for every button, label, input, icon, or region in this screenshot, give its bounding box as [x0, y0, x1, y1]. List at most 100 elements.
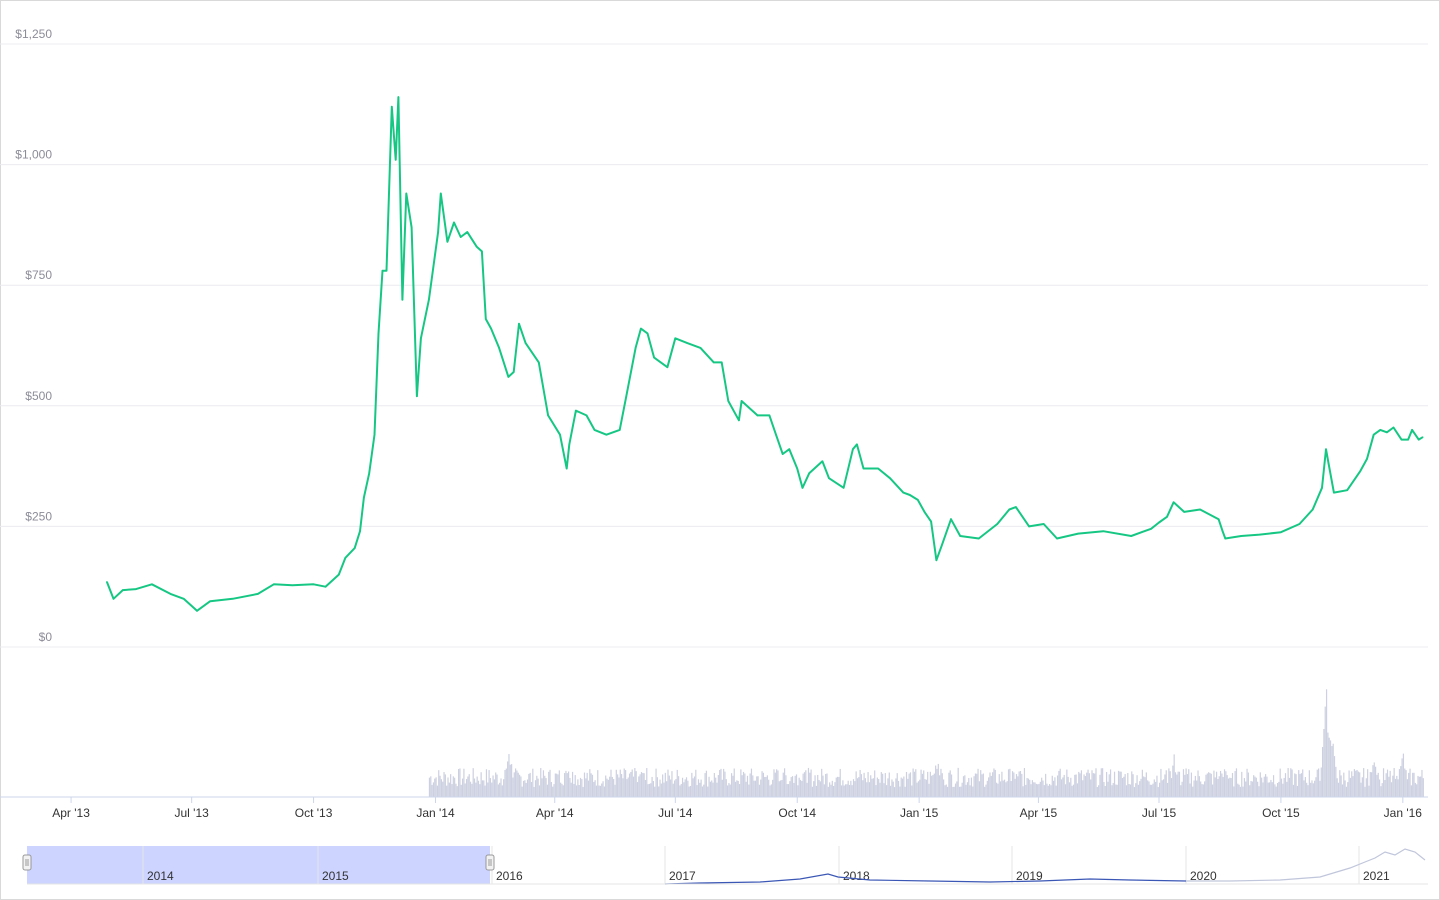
price-point — [659, 361, 662, 364]
price-point — [324, 585, 327, 588]
price-point — [959, 535, 962, 537]
volume-bar — [1373, 762, 1375, 797]
volume-bar — [879, 782, 881, 797]
price-point — [337, 573, 340, 576]
volume-bar — [997, 783, 999, 797]
volume-bar — [567, 771, 570, 797]
price-point — [917, 499, 919, 501]
volume-bar — [1311, 780, 1313, 797]
volume-bar — [799, 779, 802, 797]
volume-bar — [603, 786, 605, 797]
volume-bar — [723, 768, 725, 797]
volume-bar — [1408, 772, 1410, 797]
navigator-year-label: 2020 — [1190, 869, 1217, 883]
navigator-handle[interactable] — [485, 854, 495, 871]
volume-bar — [833, 786, 835, 797]
volume-bar — [679, 785, 681, 797]
volume-bar — [1234, 771, 1236, 797]
volume-bar — [493, 779, 495, 797]
volume-bar — [854, 781, 856, 797]
volume-bar — [899, 786, 901, 797]
price-point — [1386, 431, 1388, 434]
price-point — [196, 610, 198, 612]
volume-bar — [1176, 774, 1178, 797]
volume-bar — [1192, 786, 1194, 797]
volume-bar — [1003, 779, 1006, 797]
volume-bar — [1186, 774, 1189, 797]
volume-bar — [1094, 773, 1096, 797]
volume-bar — [514, 768, 517, 797]
price-series[interactable] — [105, 96, 1424, 612]
price-line[interactable] — [105, 96, 1424, 612]
volume-bar — [752, 775, 754, 797]
volume-bar — [1021, 773, 1023, 797]
volume-bar — [532, 768, 534, 797]
volume-bar — [621, 774, 623, 797]
volume-bar — [1030, 784, 1032, 797]
volume-bar — [481, 780, 484, 797]
volume-bar — [703, 784, 705, 797]
volume-bar — [1278, 781, 1280, 797]
volume-bar — [966, 782, 969, 797]
volume-bar — [1238, 784, 1240, 797]
price-point — [575, 409, 577, 412]
volume-bar — [500, 778, 502, 797]
volume-bar — [749, 773, 751, 797]
volume-bar — [1270, 779, 1272, 797]
price-point — [940, 544, 943, 547]
volume-bar — [866, 782, 868, 797]
volume-bar — [477, 780, 480, 797]
volume-bar — [929, 771, 931, 797]
price-point — [1333, 491, 1335, 494]
volume-bar — [1329, 740, 1332, 797]
volume-bar — [1083, 774, 1085, 797]
volume-bar — [1005, 782, 1007, 797]
volume-bar — [660, 783, 662, 797]
volume-bar — [1156, 775, 1158, 797]
volume-bar — [1378, 779, 1381, 797]
volume-bar — [537, 778, 539, 797]
volume-bar — [463, 768, 465, 797]
volume-bar — [1033, 782, 1035, 797]
volume-bar — [1361, 777, 1363, 797]
volume-bar — [1182, 769, 1185, 797]
volume-bar — [598, 785, 600, 797]
volume-bar — [1396, 775, 1398, 797]
volume-bar — [805, 770, 807, 797]
price-point — [1028, 525, 1030, 528]
volume-bar — [765, 776, 767, 797]
volume-bar — [1271, 782, 1273, 797]
volume-bar — [772, 779, 774, 797]
volume-bar — [954, 783, 957, 797]
volume-bar — [817, 774, 819, 797]
volume-bar — [639, 774, 641, 797]
navigator-selection[interactable] — [27, 846, 490, 884]
volume-bar — [554, 773, 556, 797]
volume-bar — [1103, 782, 1105, 797]
volume-bar — [646, 768, 648, 797]
volume-bar — [802, 773, 804, 797]
volume-bar — [1253, 775, 1255, 797]
volume-bar — [838, 776, 840, 797]
navigator[interactable]: 2014 2015 2016 2017 2018 2019 2020 2021 — [22, 846, 1428, 885]
volume-bar — [1019, 771, 1022, 797]
volume-bar — [464, 783, 466, 797]
price-point — [151, 583, 153, 586]
price-point — [1008, 508, 1011, 511]
navigator-handle[interactable] — [22, 854, 32, 871]
volume-bar — [969, 785, 971, 797]
volume-bar — [599, 785, 602, 797]
volume-bar — [550, 782, 552, 797]
volume-bar — [618, 777, 620, 797]
volume-bar — [1013, 772, 1015, 797]
volume-bar — [1128, 784, 1130, 797]
volume-bar — [595, 785, 598, 797]
volume-bar — [652, 781, 655, 797]
volume-bar — [1296, 785, 1299, 797]
price-point — [902, 491, 905, 494]
volume-bar — [822, 775, 824, 797]
price-point — [291, 584, 294, 587]
volume-bar — [1413, 772, 1415, 797]
volume-bar — [913, 771, 916, 797]
volume-bar — [1274, 784, 1276, 797]
